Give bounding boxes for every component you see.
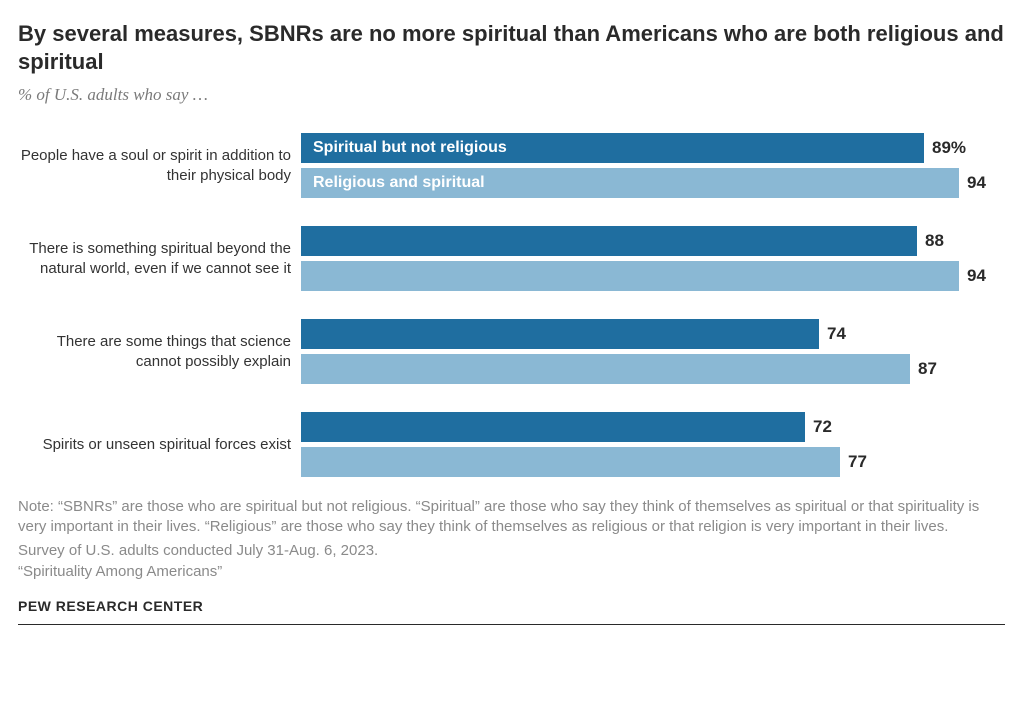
bars-column: 74 87 (301, 319, 1005, 384)
chart-report: “Spirituality Among Americans” (18, 561, 1005, 582)
bar (301, 226, 917, 256)
bar-value: 72 (813, 417, 832, 437)
bar (301, 261, 959, 291)
bars-column: 88 94 (301, 226, 1005, 291)
bar-row: Spiritual but not religious 89% (301, 133, 1005, 163)
series-label: Religious and spiritual (313, 174, 485, 192)
bar-row: 88 (301, 226, 1005, 256)
bar-row: 77 (301, 447, 1005, 477)
bar: Spiritual but not religious (301, 133, 924, 163)
bar-group: There are some things that science canno… (18, 319, 1005, 384)
bar-row: Religious and spiritual 94 (301, 168, 1005, 198)
attribution: PEW RESEARCH CENTER (18, 598, 1005, 614)
series-label: Spiritual but not religious (313, 139, 507, 157)
chart-title: By several measures, SBNRs are no more s… (18, 20, 1005, 75)
category-label: There are some things that science canno… (18, 332, 301, 371)
bar-value: 94 (967, 173, 986, 193)
category-label: Spirits or unseen spiritual forces exist (18, 435, 301, 455)
bar-row: 72 (301, 412, 1005, 442)
bar-value: 77 (848, 452, 867, 472)
chart-note: Note: “SBNRs” are those who are spiritua… (18, 497, 1005, 538)
bar-row: 87 (301, 354, 1005, 384)
bar-value: 87 (918, 359, 937, 379)
bar-row: 94 (301, 261, 1005, 291)
bar (301, 319, 819, 349)
bar-value: 89% (932, 138, 966, 158)
bottom-rule (18, 624, 1005, 625)
bar (301, 447, 840, 477)
chart-source: Survey of U.S. adults conducted July 31-… (18, 540, 1005, 561)
bar (301, 354, 910, 384)
bars-column: 72 77 (301, 412, 1005, 477)
bar-group: There is something spiritual beyond the … (18, 226, 1005, 291)
category-label: There is something spiritual beyond the … (18, 239, 301, 278)
bar: Religious and spiritual (301, 168, 959, 198)
bar-value: 88 (925, 231, 944, 251)
bars-column: Spiritual but not religious 89% Religious … (301, 133, 1005, 198)
bar-value: 94 (967, 266, 986, 286)
bar-row: 74 (301, 319, 1005, 349)
category-label: People have a soul or spirit in addition… (18, 146, 301, 185)
bar-group: Spirits or unseen spiritual forces exist… (18, 412, 1005, 477)
bar-chart: People have a soul or spirit in addition… (18, 133, 1005, 477)
bar-value: 74 (827, 324, 846, 344)
bar (301, 412, 805, 442)
chart-subtitle: % of U.S. adults who say … (18, 85, 1005, 105)
bar-group: People have a soul or spirit in addition… (18, 133, 1005, 198)
